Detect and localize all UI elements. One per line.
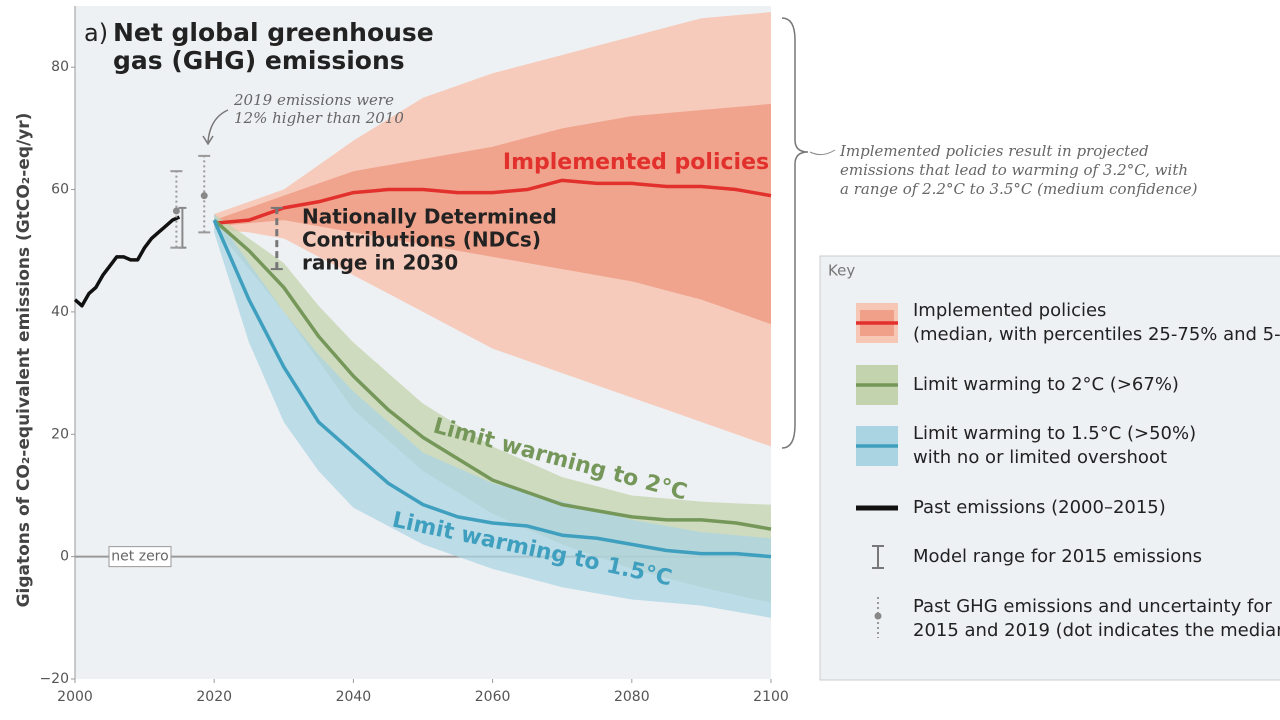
legend-label: Limit warming to 2°C (>67%) <box>913 374 1179 395</box>
series-line <box>212 219 772 559</box>
x-tick-label: 2080 <box>614 689 650 705</box>
y-tick-label: 0 <box>60 549 69 565</box>
chart-title: gas (GHG) emissions <box>113 46 405 75</box>
band <box>214 214 771 603</box>
legend-title: Key <box>828 262 855 280</box>
panel-label: a) <box>84 19 108 47</box>
brace-note: Implemented policies result in projected <box>839 142 1149 160</box>
annotation: 2019 emissions were <box>233 91 394 109</box>
zero-label-box <box>108 546 172 568</box>
brace-note: a range of 2.2°C to 3.5°C (medium confid… <box>840 180 1198 198</box>
x-tick-label: 2060 <box>475 689 511 705</box>
x-tick-label: 2040 <box>336 689 372 705</box>
x-tick-label: 2100 <box>753 689 789 705</box>
annotation: 12% higher than 2010 <box>234 109 404 127</box>
y-tick-label: −20 <box>39 671 69 687</box>
x-tick-label: 2020 <box>196 689 232 705</box>
brace <box>781 17 809 449</box>
y-tick-label: 40 <box>51 304 69 320</box>
annotation-arrow <box>202 109 229 146</box>
legend-label: Limit warming to 1.5°C (>50%) <box>913 423 1196 444</box>
brace-pointer <box>809 149 836 156</box>
legend-label: 2015 and 2019 (dot indicates the median) <box>913 620 1280 641</box>
legend-label: (median, with percentiles 25-75% and 5-9… <box>913 324 1280 345</box>
uncertainty-median <box>200 192 208 200</box>
series-label: Implemented policies <box>503 150 769 175</box>
series-line <box>214 178 772 225</box>
zero-label: net zero <box>111 549 168 565</box>
y-axis-label: Gigatons of CO₂-equivalent emissions (Gt… <box>14 113 34 608</box>
y-tick-label: 20 <box>51 426 69 442</box>
ndc-label: Nationally Determined <box>302 205 557 229</box>
series-line <box>73 215 181 308</box>
series-line <box>213 218 772 531</box>
band <box>214 214 771 618</box>
band <box>214 103 771 325</box>
uncertainty-median <box>172 207 180 215</box>
chart-title: Net global greenhouse <box>113 18 434 47</box>
ndc-label: range in 2030 <box>302 251 458 275</box>
ndc-label: Contributions (NDCs) <box>302 228 541 252</box>
y-tick-label: 60 <box>51 182 69 198</box>
brace-note: emissions that lead to warming of 3.2°C,… <box>840 161 1188 179</box>
legend-uncertainty-dot <box>874 612 882 620</box>
legend-label: Implemented policies <box>913 300 1106 321</box>
legend-label: Past GHG emissions and uncertainty for <box>913 596 1272 617</box>
x-tick-label: 2000 <box>57 689 93 705</box>
legend-label: with no or limited overshoot <box>913 447 1167 468</box>
legend-label: Past emissions (2000–2015) <box>913 497 1166 518</box>
legend-label: Model range for 2015 emissions <box>913 546 1202 567</box>
y-tick-label: 80 <box>51 59 69 75</box>
